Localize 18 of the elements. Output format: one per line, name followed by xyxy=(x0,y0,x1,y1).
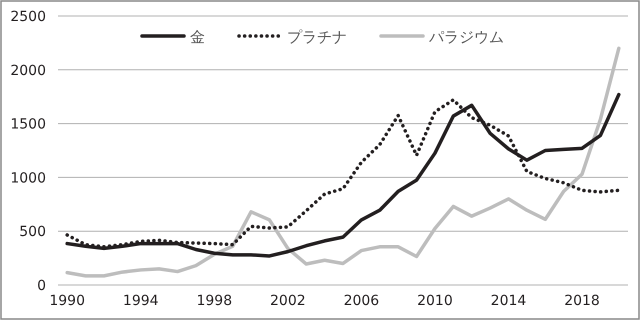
y-tick-label: 0 xyxy=(37,278,46,294)
x-tick-label: 1994 xyxy=(122,293,159,309)
x-tick-label: 1998 xyxy=(196,293,232,309)
y-tick-label: 1500 xyxy=(10,116,46,133)
x-tick-label: 2002 xyxy=(270,293,306,309)
y-tick-label: 500 xyxy=(19,224,46,240)
x-tick-label: 1990 xyxy=(49,293,86,309)
y-tick-label: 2500 xyxy=(10,9,46,25)
legend-label: プラチナ xyxy=(287,28,347,46)
x-tick-label: 2006 xyxy=(344,293,380,309)
y-tick-label: 1000 xyxy=(10,170,46,186)
y-tick-label: 2000 xyxy=(10,62,46,79)
x-tick-label: 2018 xyxy=(564,293,600,309)
legend-label: パラジウム xyxy=(428,28,504,46)
line-series xyxy=(65,46,621,278)
x-tick-label: 2014 xyxy=(490,293,526,309)
x-tick-label: 2010 xyxy=(417,293,453,309)
legend-label: 金 xyxy=(190,28,205,46)
